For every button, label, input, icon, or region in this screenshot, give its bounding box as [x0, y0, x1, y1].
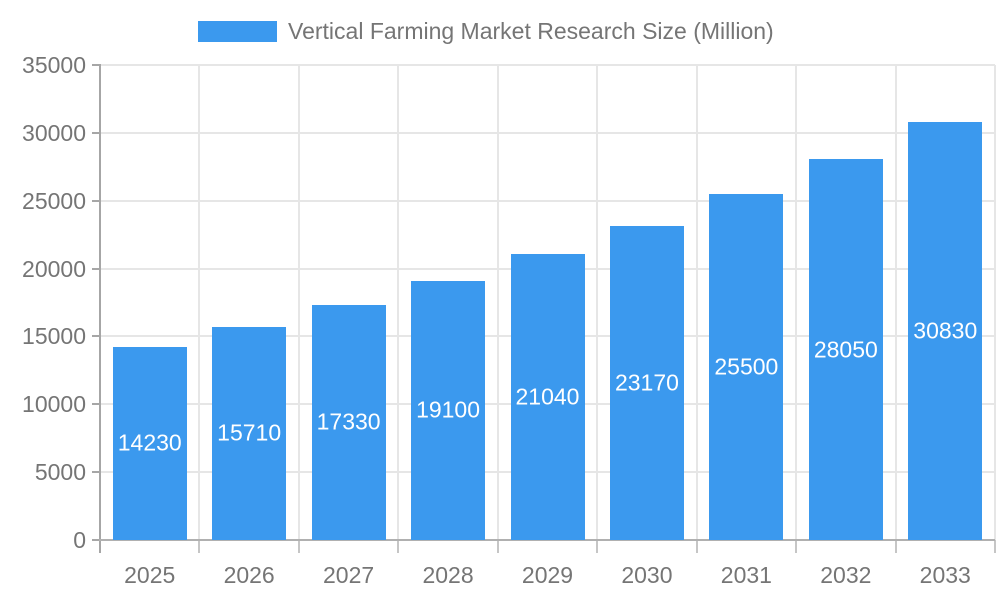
x-gridline-7	[795, 65, 798, 540]
x-gridline-9	[994, 65, 996, 540]
bar-value-label: 25500	[714, 353, 779, 380]
y-axis-tick-0	[92, 539, 100, 541]
bar-2030[interactable]: 23170	[609, 225, 684, 540]
y-axis-line	[99, 64, 101, 553]
y-gridline-30000	[100, 131, 995, 134]
x-axis-label-2032: 2032	[820, 562, 872, 588]
y-axis-tick-25000	[92, 199, 100, 202]
x-gridline-5	[596, 65, 599, 540]
x-axis-tick-9	[994, 540, 996, 553]
x-axis-label-2029: 2029	[521, 562, 574, 588]
x-axis-tick-5	[596, 540, 599, 553]
bar-2029[interactable]: 21040	[510, 254, 585, 540]
bar-2025[interactable]: 14230	[112, 346, 187, 540]
y-axis-tick-30000	[92, 131, 100, 134]
bar-2027[interactable]: 17330	[311, 304, 386, 540]
bar-2028[interactable]: 19100	[411, 280, 486, 540]
x-axis-tick-3	[397, 540, 400, 553]
y-axis-label: 25000	[22, 187, 86, 214]
bar-2033[interactable]: 30830	[908, 121, 983, 540]
bar-value-label: 23170	[614, 369, 679, 396]
x-axis-tick-6	[695, 540, 698, 553]
y-gridline-25000	[100, 199, 995, 202]
legend-label: Vertical Farming Market Research Size (M…	[288, 17, 774, 44]
y-axis-label: 15000	[22, 323, 86, 350]
bar-value-label: 17330	[316, 408, 381, 435]
x-axis-label-2031: 2031	[720, 562, 772, 588]
bar-value-label: 21040	[515, 383, 580, 410]
bar-2031[interactable]: 25500	[709, 193, 784, 540]
y-axis-label: 0	[73, 527, 86, 553]
y-axis-label: 35000	[22, 52, 86, 78]
bar-value-label: 15710	[217, 419, 282, 446]
y-axis-label: 20000	[22, 255, 86, 282]
x-gridline-4	[496, 65, 499, 540]
legend-swatch[interactable]	[198, 20, 277, 42]
y-axis-label: 10000	[22, 391, 86, 418]
x-axis-line	[99, 539, 995, 541]
y-axis-label: 5000	[34, 459, 86, 486]
bar-value-label: 30830	[913, 317, 978, 344]
x-axis-tick-4	[496, 540, 499, 553]
x-axis-label-2028: 2028	[422, 562, 474, 588]
x-axis-tick-2	[297, 540, 300, 553]
x-gridline-1	[198, 65, 201, 540]
x-axis-tick-8	[894, 540, 897, 553]
x-axis-label-2033: 2033	[919, 562, 971, 588]
bar-value-label: 28050	[813, 336, 878, 363]
x-axis-label-2025: 2025	[124, 562, 176, 588]
y-axis-tick-35000	[92, 64, 100, 66]
x-gridline-2	[297, 65, 300, 540]
x-gridline-8	[894, 65, 897, 540]
y-axis-tick-5000	[92, 471, 100, 474]
y-gridline-35000	[100, 64, 995, 66]
x-axis-tick-7	[795, 540, 798, 553]
y-axis-label: 30000	[22, 119, 86, 146]
x-axis-tick-1	[198, 540, 201, 553]
bar-value-label: 19100	[416, 396, 481, 423]
legend[interactable]: Vertical Farming Market Research Size (M…	[198, 18, 774, 44]
bar-2032[interactable]: 28050	[808, 159, 883, 540]
bar-value-label: 14230	[117, 429, 182, 456]
bar-2026[interactable]: 15710	[212, 326, 287, 540]
x-axis-label-2027: 2027	[323, 562, 375, 588]
x-gridline-3	[397, 65, 400, 540]
x-gridline-6	[695, 65, 698, 540]
y-axis-tick-15000	[92, 335, 100, 338]
y-axis-tick-10000	[92, 403, 100, 406]
x-axis-label-2030: 2030	[621, 562, 673, 588]
y-axis-tick-20000	[92, 267, 100, 270]
x-axis-label-2026: 2026	[223, 562, 275, 588]
